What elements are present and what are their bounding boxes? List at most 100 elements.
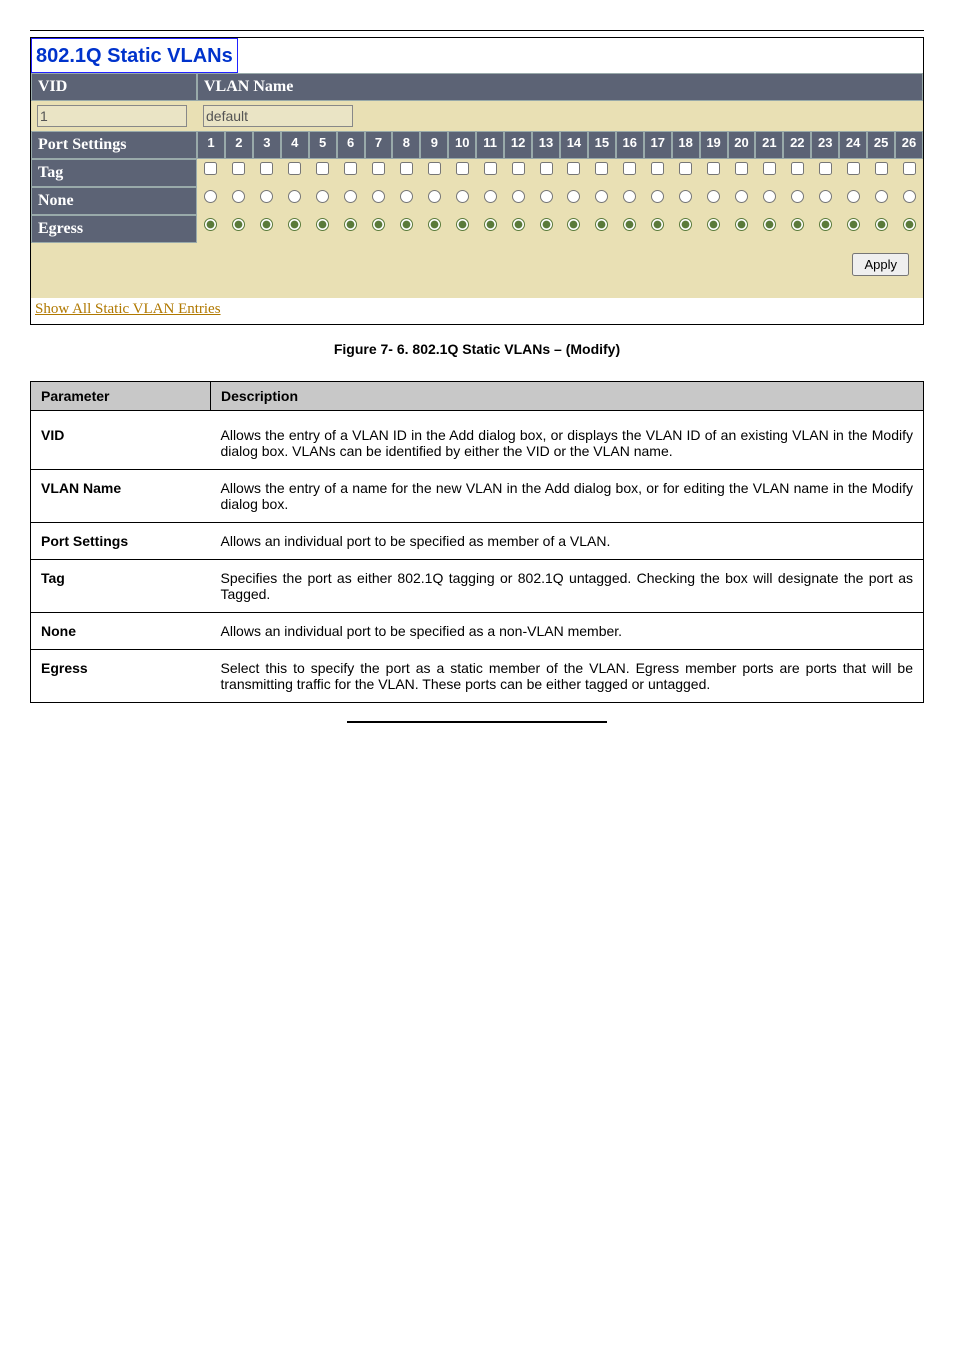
egress-input-25[interactable] <box>875 218 888 231</box>
egress-input-14[interactable] <box>567 218 580 231</box>
apply-button[interactable]: Apply <box>852 253 909 276</box>
none-input-19[interactable] <box>707 190 720 203</box>
tag-input-23[interactable] <box>819 162 832 175</box>
tag-input-9[interactable] <box>428 162 441 175</box>
egress-input-18[interactable] <box>679 218 692 231</box>
param-row-3: TagSpecifies the port as either 802.1Q t… <box>31 559 924 612</box>
tag-cell-24 <box>839 159 867 187</box>
egress-input-5[interactable] <box>316 218 329 231</box>
none-cell-22 <box>783 187 811 215</box>
none-input-8[interactable] <box>400 190 413 203</box>
egress-input-17[interactable] <box>651 218 664 231</box>
none-input-24[interactable] <box>847 190 860 203</box>
none-input-11[interactable] <box>484 190 497 203</box>
egress-input-7[interactable] <box>372 218 385 231</box>
tag-input-14[interactable] <box>567 162 580 175</box>
none-input-4[interactable] <box>288 190 301 203</box>
none-input-14[interactable] <box>567 190 580 203</box>
tag-cell-17 <box>644 159 672 187</box>
egress-input-2[interactable] <box>232 218 245 231</box>
egress-input-21[interactable] <box>763 218 776 231</box>
tag-input-19[interactable] <box>707 162 720 175</box>
egress-input-12[interactable] <box>512 218 525 231</box>
tag-input-4[interactable] <box>288 162 301 175</box>
none-input-20[interactable] <box>735 190 748 203</box>
egress-cell-12 <box>504 215 532 243</box>
egress-input-8[interactable] <box>400 218 413 231</box>
egress-input-4[interactable] <box>288 218 301 231</box>
egress-input-15[interactable] <box>595 218 608 231</box>
egress-cell-17 <box>644 215 672 243</box>
egress-input-19[interactable] <box>707 218 720 231</box>
egress-input-16[interactable] <box>623 218 636 231</box>
none-input-2[interactable] <box>232 190 245 203</box>
panel-title: 802.1Q Static VLANs <box>31 38 238 73</box>
tag-input-2[interactable] <box>232 162 245 175</box>
tag-input-11[interactable] <box>484 162 497 175</box>
tag-input-1[interactable] <box>204 162 217 175</box>
egress-input-24[interactable] <box>847 218 860 231</box>
port-col-3: 3 <box>253 131 281 159</box>
tag-input-25[interactable] <box>875 162 888 175</box>
param-desc-1: Allows the entry of a name for the new V… <box>211 469 924 522</box>
tag-input-8[interactable] <box>400 162 413 175</box>
none-input-5[interactable] <box>316 190 329 203</box>
egress-input-13[interactable] <box>540 218 553 231</box>
tag-input-13[interactable] <box>540 162 553 175</box>
tag-cell-23 <box>811 159 839 187</box>
none-input-15[interactable] <box>595 190 608 203</box>
none-input-18[interactable] <box>679 190 692 203</box>
none-cell-25 <box>867 187 895 215</box>
none-input-17[interactable] <box>651 190 664 203</box>
none-input-1[interactable] <box>204 190 217 203</box>
tag-input-6[interactable] <box>344 162 357 175</box>
tag-input-20[interactable] <box>735 162 748 175</box>
none-input-9[interactable] <box>428 190 441 203</box>
port-col-19: 19 <box>700 131 728 159</box>
none-input-6[interactable] <box>344 190 357 203</box>
vid-input[interactable] <box>37 105 187 127</box>
show-all-link[interactable]: Show All Static VLAN Entries <box>35 301 221 317</box>
row-label-tag: Tag <box>31 159 197 187</box>
egress-input-1[interactable] <box>204 218 217 231</box>
none-input-13[interactable] <box>540 190 553 203</box>
egress-input-22[interactable] <box>791 218 804 231</box>
none-input-3[interactable] <box>260 190 273 203</box>
none-input-22[interactable] <box>791 190 804 203</box>
vlan-name-input[interactable] <box>203 105 353 127</box>
none-input-12[interactable] <box>512 190 525 203</box>
tag-input-21[interactable] <box>763 162 776 175</box>
none-input-7[interactable] <box>372 190 385 203</box>
egress-input-3[interactable] <box>260 218 273 231</box>
tag-cell-22 <box>783 159 811 187</box>
tag-input-3[interactable] <box>260 162 273 175</box>
tag-cell-7 <box>365 159 393 187</box>
tag-input-24[interactable] <box>847 162 860 175</box>
none-input-26[interactable] <box>903 190 916 203</box>
tag-input-18[interactable] <box>679 162 692 175</box>
none-cell-1 <box>197 187 225 215</box>
egress-input-23[interactable] <box>819 218 832 231</box>
egress-input-26[interactable] <box>903 218 916 231</box>
tag-input-26[interactable] <box>903 162 916 175</box>
egress-input-20[interactable] <box>735 218 748 231</box>
tag-input-7[interactable] <box>372 162 385 175</box>
none-input-10[interactable] <box>456 190 469 203</box>
none-input-23[interactable] <box>819 190 832 203</box>
tag-input-16[interactable] <box>623 162 636 175</box>
egress-input-9[interactable] <box>428 218 441 231</box>
egress-input-6[interactable] <box>344 218 357 231</box>
tag-input-5[interactable] <box>316 162 329 175</box>
col-description: Description <box>211 382 924 411</box>
tag-input-12[interactable] <box>512 162 525 175</box>
egress-input-11[interactable] <box>484 218 497 231</box>
none-input-16[interactable] <box>623 190 636 203</box>
tag-input-22[interactable] <box>791 162 804 175</box>
tag-input-17[interactable] <box>651 162 664 175</box>
none-input-21[interactable] <box>763 190 776 203</box>
tag-input-10[interactable] <box>456 162 469 175</box>
none-cell-3 <box>253 187 281 215</box>
egress-input-10[interactable] <box>456 218 469 231</box>
none-input-25[interactable] <box>875 190 888 203</box>
tag-input-15[interactable] <box>595 162 608 175</box>
